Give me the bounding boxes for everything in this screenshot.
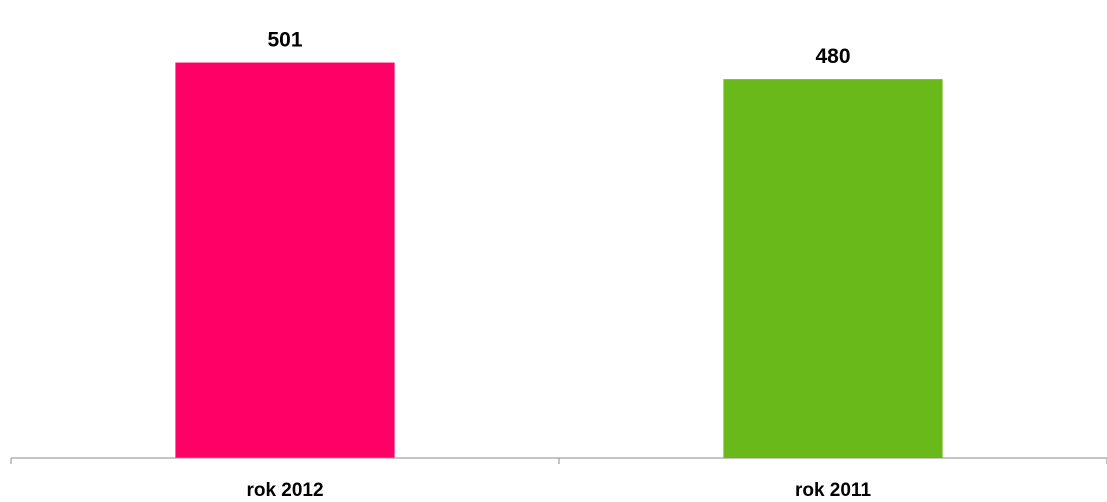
data-label: 480 xyxy=(815,45,850,68)
x-tick-label: rok 2012 xyxy=(246,480,323,501)
bar-rok-2012 xyxy=(175,62,395,458)
data-label: 501 xyxy=(267,29,302,52)
x-axis-ticks xyxy=(10,458,1107,464)
x-tick-label: rok 2011 xyxy=(795,480,871,501)
bars-group xyxy=(175,62,943,459)
labels-group: 501 rok 2012 480 rok 2011 xyxy=(246,29,871,501)
bar-rok-2011 xyxy=(723,79,943,459)
